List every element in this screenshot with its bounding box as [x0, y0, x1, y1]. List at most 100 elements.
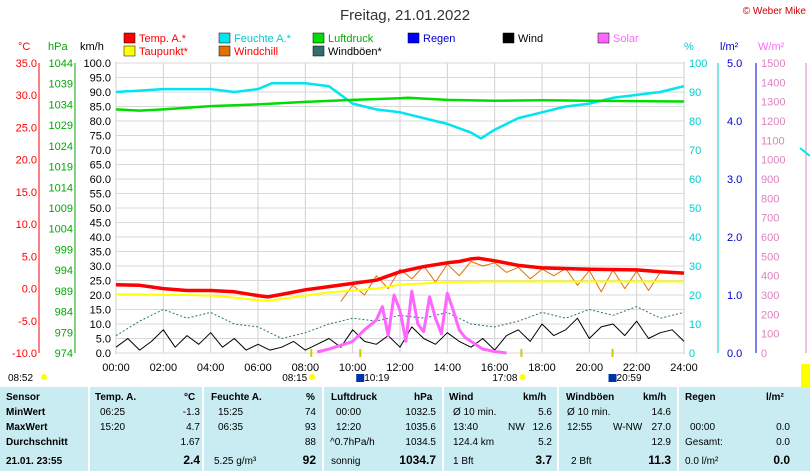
header-pressure: Luftdruck	[331, 392, 378, 403]
x-tick-label: 24:00	[670, 362, 698, 374]
sun-icon	[309, 374, 316, 380]
avg-wind-value: 5.2	[538, 437, 552, 448]
legend-swatch-pressure	[312, 32, 325, 44]
series-dewpoint	[116, 280, 684, 302]
wind-axis-tick-label: 75.0	[90, 131, 111, 143]
solar-axis-tick-label: 300	[761, 290, 779, 302]
avg-wind-distance: 124.4 km	[453, 437, 495, 448]
legend-label-dew: Taupunkt*	[139, 46, 189, 58]
moon-icon	[608, 374, 617, 382]
rain-total-label: Gesamt:	[685, 437, 723, 448]
avg-temp-value: 1.67	[180, 437, 200, 448]
x-tick-label: 14:00	[434, 362, 462, 374]
solar-axis-tick-label: 1000	[761, 155, 785, 167]
wind-axis-tick-label: 20.0	[90, 290, 111, 302]
wind-axis-tick-label: 85.0	[90, 102, 111, 114]
current-rain-value: 0.0	[773, 453, 790, 467]
solar-axis-tick-label: 1500	[761, 58, 785, 70]
min-press-value: 1032.5	[405, 407, 436, 418]
wind-axis-tick-label: 60.0	[90, 174, 111, 186]
sun-marker-label: 17:08	[492, 373, 517, 384]
wind-axis-tick-label: 65.0	[90, 160, 111, 172]
legend-label-humid: Feuchte A.*	[234, 33, 292, 45]
wind-axis-tick-label: 100.0	[83, 58, 111, 70]
unit-humidity: %	[684, 41, 694, 53]
legend-label-windchill: Windchill	[234, 46, 278, 58]
current-temp-value: 2.4	[183, 453, 200, 467]
axes: 35.0 30.0 25.0 20.0 15.0 10.0 5.0 0.0 -5.0 -10.0 1…	[12, 58, 807, 374]
pressure-axis-tick-label: 1014	[49, 182, 73, 194]
header-wind-unit: km/h	[523, 392, 547, 403]
wind-axis-tick-label: 50.0	[90, 203, 111, 215]
wind-axis-tick-label: 55.0	[90, 189, 111, 201]
min-humid-value: 74	[304, 407, 316, 418]
pressure-axis-tick-label: 1034	[49, 99, 73, 111]
min-temp-value: -1.3	[182, 407, 200, 418]
solar-axis-tick-label: 0	[761, 348, 767, 360]
max-wind-direction: NW	[508, 422, 525, 433]
max-wind-value: 12.6	[532, 422, 552, 433]
series-temperature	[115, 256, 685, 299]
solar-axis-tick-label: 400	[761, 271, 779, 283]
rain-axis-tick-label: 4.0	[727, 116, 742, 128]
series-pressure	[115, 96, 685, 112]
legend-label-pressure: Luftdruck	[328, 33, 374, 45]
pressure-axis-tick-label: 994	[55, 265, 73, 277]
max-humid-time: 06:35	[218, 422, 244, 433]
pressure-axis-tick-label: 1039	[49, 79, 73, 91]
wind-axis-tick-label: 90.0	[90, 87, 111, 99]
legend-label-rain: Regen	[423, 33, 455, 45]
solar-axis-tick-label: 800	[761, 193, 779, 205]
wind-axis-tick-label: 5.0	[96, 334, 111, 346]
x-tick-label: 16:00	[481, 362, 509, 374]
solar-axis-tick-label: 600	[761, 232, 779, 244]
pressure-axis-tick-label: 984	[55, 307, 73, 319]
current-wind-bft: 1 Bft	[453, 456, 474, 467]
temp-axis-tick-label: -10.0	[12, 348, 37, 360]
unit-rain: l/m²	[720, 41, 739, 53]
legend-swatch-rain	[407, 32, 420, 44]
sun-marker-label: 08:15	[282, 373, 307, 384]
pressure-axis-tick-label: 1044	[49, 58, 73, 70]
pressure-axis-tick-label: 1019	[49, 162, 73, 174]
header-sensor: Sensor	[6, 392, 40, 403]
unit-solar: W/m²	[758, 41, 785, 53]
solar-axis-tick-label: 1400	[761, 77, 785, 89]
solar-axis-tick-label: 900	[761, 174, 779, 186]
rain-axis-tick-label: 3.0	[727, 174, 742, 186]
wind-axis-tick-label: 25.0	[90, 276, 111, 288]
min-gust-label: Ø 10 min.	[567, 407, 611, 418]
series-humidity-overflow	[799, 147, 810, 157]
row-label-current: 21.01. 23:55	[6, 456, 63, 467]
wind-axis-tick-label: 40.0	[90, 232, 111, 244]
temp-axis-tick-label: 10.0	[16, 219, 37, 231]
wind-axis-tick-label: 95.0	[90, 73, 111, 85]
max-temp-value: 4.7	[186, 422, 200, 433]
temp-axis-tick-label: 25.0	[16, 122, 37, 134]
series-solar	[316, 289, 507, 355]
wind-axis-tick-label: 15.0	[90, 305, 111, 317]
x-tick-label: 22:00	[623, 362, 651, 374]
legend-swatch-windchill	[218, 45, 231, 57]
legend-swatch-dew	[123, 45, 136, 57]
legend-label-solar: Solar	[613, 33, 639, 45]
x-tick-label: 02:00	[150, 362, 178, 374]
min-wind-label: Ø 10 min.	[453, 407, 497, 418]
humidity-axis-tick-label: 40	[689, 232, 701, 244]
legend-label-temp: Temp. A.*	[139, 33, 187, 45]
header-rain: Regen	[685, 392, 716, 403]
chart-title: Freitag, 21.01.2022	[340, 7, 470, 24]
humidity-axis-tick-label: 0	[689, 348, 695, 360]
max-humid-value: 93	[304, 422, 316, 433]
current-weather-text: sonnig	[331, 456, 361, 467]
pressure-axis-tick-label: 979	[55, 327, 73, 339]
series-layer	[115, 82, 810, 355]
wind-axis-tick-label: 10.0	[90, 319, 111, 331]
sun-icon	[519, 374, 526, 380]
min-temp-time: 06:25	[100, 407, 126, 418]
min-press-time: 00:00	[336, 407, 362, 418]
humidity-axis-tick-label: 20	[689, 290, 701, 302]
series-humidity	[115, 82, 685, 140]
solar-axis-tick-label: 1300	[761, 97, 785, 109]
